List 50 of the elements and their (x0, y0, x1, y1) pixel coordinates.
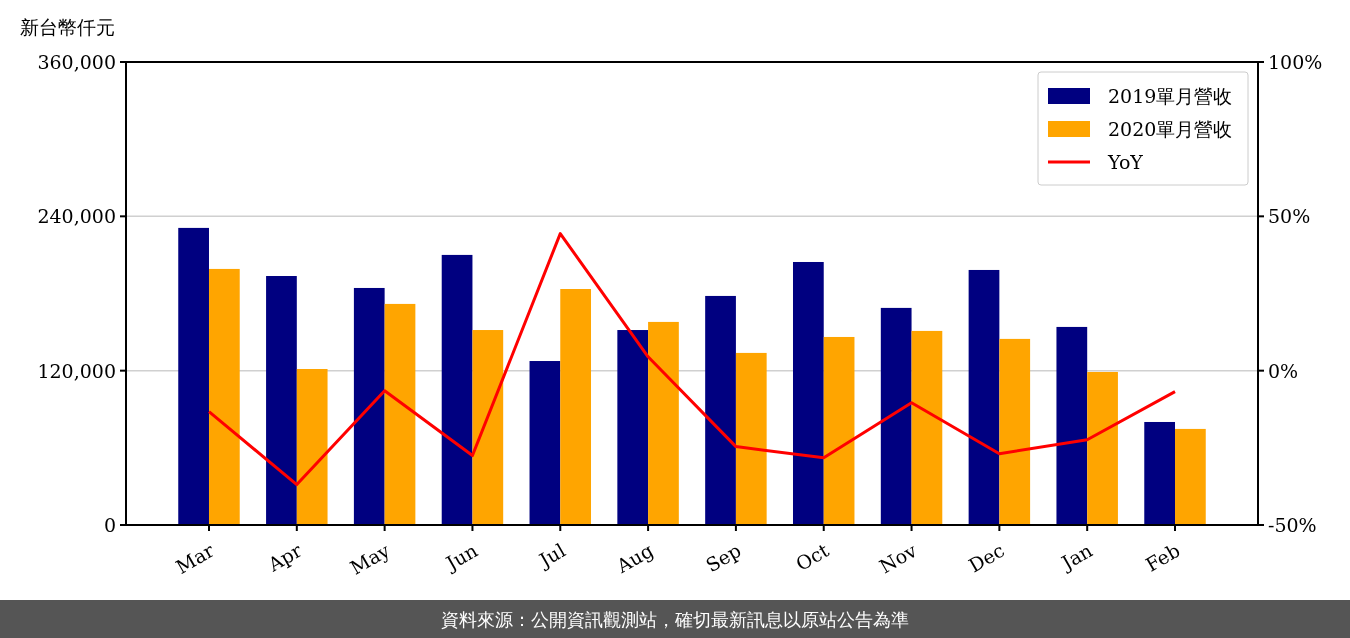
bar (178, 227, 209, 525)
bar (792, 261, 824, 525)
y-tick-label: 120,000 (37, 359, 116, 382)
bar (208, 268, 240, 525)
bar (353, 287, 385, 525)
y2-tick-label: 50% (1268, 205, 1311, 228)
bar (296, 369, 328, 525)
x-tick-label: Dec (964, 538, 1009, 577)
y2-tick-label: 100% (1268, 51, 1323, 73)
x-tick-label: Mar (172, 538, 219, 578)
bar (617, 330, 649, 525)
bar (529, 361, 561, 525)
y2-tick-label: -50% (1268, 514, 1317, 536)
bar (1144, 421, 1176, 525)
x-tick-label: Nov (875, 538, 921, 578)
legend-label: YoY (1107, 151, 1144, 173)
x-tick-label: Feb (1141, 538, 1184, 576)
bar (472, 330, 504, 525)
y-axis-title: 新台幣仟元 (20, 16, 115, 38)
bar (1056, 326, 1088, 525)
bar (1087, 371, 1118, 525)
x-tick-label: Jun (440, 538, 482, 576)
x-tick-label: Sep (702, 538, 745, 577)
bar (735, 352, 767, 525)
bar (999, 338, 1031, 525)
legend-label: 2019單月營收 (1108, 85, 1233, 107)
y-tick-label: 360,000 (37, 51, 116, 73)
x-tick-label: Jul (533, 538, 569, 572)
bar (911, 330, 943, 525)
bar (266, 276, 297, 525)
bar (560, 289, 592, 525)
bar (441, 254, 473, 525)
y-tick-label: 240,000 (37, 205, 116, 228)
x-tick-label: Apr (263, 538, 307, 576)
bar (648, 321, 679, 525)
x-tick-label: May (346, 538, 394, 579)
y2-tick-label: 0% (1268, 359, 1299, 382)
y-tick-label: 0 (103, 514, 116, 536)
bar (705, 295, 736, 525)
bar (384, 303, 416, 525)
x-tick-label: Jan (1056, 538, 1096, 575)
legend-label: 2020單月營收 (1108, 118, 1233, 140)
bar (968, 269, 1000, 525)
x-tick-label: Aug (611, 538, 657, 578)
bar (880, 307, 912, 525)
bar (823, 336, 855, 525)
x-tick-label: Oct (792, 538, 833, 575)
bar (1175, 428, 1206, 525)
line-series (207, 232, 1177, 487)
source-note: 資料來源：公開資訊觀測站，確切最新訊息以原站公告為準 (441, 609, 909, 630)
